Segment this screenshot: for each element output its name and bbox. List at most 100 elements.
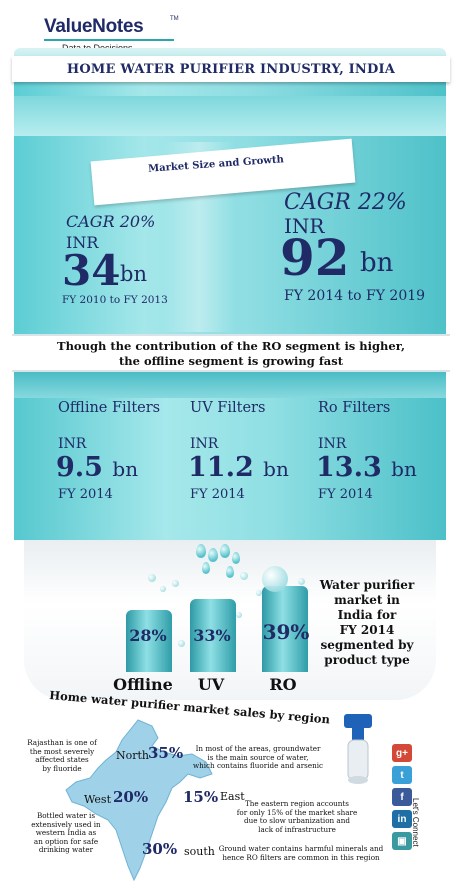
segment-value-offline: 9.5 bn bbox=[56, 452, 138, 483]
note-line: by fluoride bbox=[42, 763, 82, 773]
headline-banner: Though the contribution of the RO segmen… bbox=[12, 334, 450, 372]
water-drop-icon bbox=[220, 544, 230, 558]
note-line: for only 15% of the market share bbox=[236, 807, 358, 817]
market-value-right: 92 bbox=[280, 228, 350, 287]
note-south: Ground water contains harmful minerals a… bbox=[216, 844, 386, 862]
headline-line-1: Though the contribution of the RO segmen… bbox=[57, 339, 405, 353]
share-caption-line: market in bbox=[334, 593, 400, 607]
region-percent-west: 20% bbox=[113, 788, 149, 806]
region-percent-north: 35% bbox=[148, 744, 184, 762]
headline-line-2: the offline segment is growing fast bbox=[118, 354, 344, 368]
segment-number-ro: 13.3 bbox=[316, 452, 382, 483]
note-rajasthan: Rajasthan is one of the most severely af… bbox=[18, 738, 106, 773]
water-drop-icon bbox=[232, 552, 240, 564]
note-line: extensively used in bbox=[31, 819, 101, 829]
region-label-south: south bbox=[184, 845, 215, 858]
segment-fy-offline: FY 2014 bbox=[58, 487, 113, 502]
note-line: the most severely bbox=[29, 746, 95, 756]
google-plus-icon[interactable]: g+ bbox=[392, 744, 412, 762]
segment-unit-offline: bn bbox=[112, 457, 139, 481]
fy-from-left: FY 2010 bbox=[62, 294, 107, 306]
bubble-icon bbox=[298, 578, 305, 585]
bubble-icon bbox=[178, 640, 185, 647]
note-line: Rajasthan is one of bbox=[27, 738, 97, 747]
fy-to-left: FY 2013 bbox=[123, 294, 168, 306]
inr-right: INR bbox=[284, 214, 325, 238]
bubble-icon bbox=[160, 586, 166, 592]
social-links: g+ t f in ▣ bbox=[392, 744, 416, 854]
water-drop-icon bbox=[208, 548, 218, 562]
region-percent-east: 15% bbox=[183, 788, 219, 806]
region-percent-south: 30% bbox=[142, 840, 178, 858]
share-percent-uv: 33% bbox=[193, 626, 231, 645]
share-bar-ro bbox=[262, 586, 308, 672]
segment-number-uv: 11.2 bbox=[188, 452, 254, 483]
segment-inr-ro: INR bbox=[318, 436, 347, 452]
note-east: The eastern region accounts for only 15%… bbox=[232, 799, 362, 834]
water-drop-icon bbox=[196, 544, 206, 558]
share-percent-ro: 39% bbox=[262, 620, 310, 644]
logo-underline bbox=[44, 39, 174, 41]
title-banner: HOME WATER PURIFIER INDUSTRY, INDIA bbox=[12, 56, 450, 82]
segment-inr-offline: INR bbox=[58, 436, 87, 452]
region-label-north: North bbox=[116, 749, 150, 762]
bubble-icon bbox=[172, 580, 179, 587]
purifier-tank-lower bbox=[14, 372, 446, 540]
market-value-left: 34 bbox=[62, 246, 121, 295]
tank-shelf bbox=[14, 96, 446, 136]
share-caption-line: FY 2014 bbox=[339, 623, 395, 637]
bubble-icon bbox=[262, 566, 288, 592]
unit-right: bn bbox=[360, 248, 394, 278]
segment-value-uv: 11.2 bn bbox=[188, 452, 289, 483]
bubble-icon bbox=[236, 612, 242, 618]
segment-title-offline: Offline Filters bbox=[58, 400, 161, 416]
fy-to-word-right: to bbox=[347, 288, 362, 304]
fy-to-right: FY 2019 bbox=[366, 288, 426, 304]
fy-to-word-left: to bbox=[109, 294, 121, 306]
share-bar-uv bbox=[190, 599, 236, 672]
water-drop-icon bbox=[226, 566, 234, 578]
note-line: an option for safe bbox=[33, 836, 99, 846]
note-line: lack of infrastructure bbox=[258, 824, 336, 834]
note-line: In most of the areas, groundwater bbox=[195, 744, 321, 753]
share-caption-line: segmented by bbox=[320, 638, 414, 652]
share-category-ro: RO bbox=[269, 675, 297, 694]
share-caption-line: India for bbox=[337, 608, 397, 622]
segment-value-ro: 13.3 bn bbox=[316, 452, 417, 483]
note-line: which contains fluoride and arsenic bbox=[192, 761, 324, 770]
faucet-icon bbox=[344, 714, 372, 784]
share-category-offline: Offline bbox=[113, 675, 173, 694]
share-caption-line: product type bbox=[324, 653, 410, 667]
note-line: The eastern region accounts bbox=[244, 799, 349, 808]
note-line: is the main source of water, bbox=[207, 752, 309, 762]
segment-title-uv: UV Filters bbox=[190, 400, 266, 416]
share-category-uv: UV bbox=[197, 675, 225, 694]
note-line: affected states bbox=[35, 755, 89, 764]
region-label-east: East bbox=[220, 790, 245, 803]
note-line: drinking water bbox=[38, 845, 94, 854]
bubble-icon bbox=[256, 590, 262, 596]
share-percent-offline: 28% bbox=[129, 626, 167, 645]
note-line: hence RO filters are common in this regi… bbox=[222, 852, 380, 862]
segment-unit-uv: bn bbox=[263, 457, 289, 481]
twitter-icon[interactable]: t bbox=[392, 766, 412, 784]
note-line: due to slow urbanization and bbox=[244, 816, 350, 825]
note-line: western India as bbox=[35, 828, 97, 837]
logo-trademark: TM bbox=[170, 16, 179, 22]
note-line: Bottled water is bbox=[36, 811, 96, 820]
water-drop-icon bbox=[202, 562, 210, 574]
facebook-icon[interactable]: f bbox=[392, 788, 412, 806]
segment-fy-ro: FY 2014 bbox=[318, 487, 373, 502]
linkedin-icon[interactable]: in bbox=[392, 810, 412, 828]
note-north: In most of the areas, groundwater is the… bbox=[188, 744, 328, 771]
share-caption: Water purifier market in India for FY 20… bbox=[312, 578, 422, 668]
segment-unit-ro: bn bbox=[391, 457, 417, 481]
tank-lower-rim bbox=[14, 372, 446, 398]
unit-left: bn bbox=[120, 262, 147, 286]
share-bar-offline bbox=[126, 610, 172, 672]
slideshare-icon[interactable]: ▣ bbox=[392, 832, 412, 850]
cagr-left: CAGR 20% bbox=[66, 212, 156, 231]
fy-range-right: FY 2014 to FY 2019 bbox=[284, 288, 425, 304]
segment-fy-uv: FY 2014 bbox=[190, 487, 245, 502]
india-map-icon bbox=[65, 719, 213, 882]
